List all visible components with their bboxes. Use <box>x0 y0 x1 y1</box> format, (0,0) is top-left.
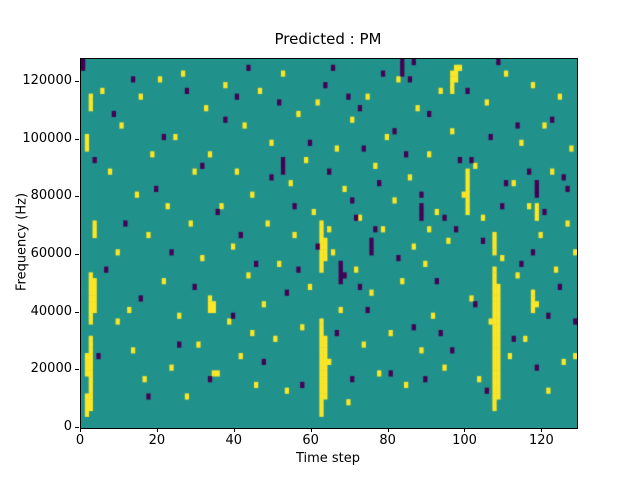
x-tick-mark <box>233 428 235 432</box>
x-tick-mark <box>464 428 466 432</box>
x-axis-label: Time step <box>295 451 361 466</box>
y-tick-label: 100000 <box>22 130 72 146</box>
y-tick-mark <box>75 369 79 371</box>
y-tick-label: 20000 <box>30 361 72 377</box>
x-tick-label: 120 <box>528 433 554 448</box>
x-tick-mark <box>310 428 312 432</box>
heatmap-canvas <box>81 59 577 428</box>
x-tick-mark <box>156 428 158 432</box>
y-tick-mark <box>75 81 79 83</box>
x-tick-mark <box>387 428 389 432</box>
x-tick-label: 60 <box>302 433 319 448</box>
x-tick-label: 80 <box>379 433 396 448</box>
plot-area <box>80 58 578 429</box>
y-tick-mark <box>75 427 79 428</box>
y-tick-label: 60000 <box>30 246 72 262</box>
y-tick-mark <box>75 138 79 140</box>
x-tick-mark <box>541 428 543 432</box>
y-tick-label: 80000 <box>30 188 72 204</box>
y-tick-label: 0 <box>63 419 72 434</box>
y-axis-label-text: Frequency (Hz) <box>14 192 30 292</box>
x-tick-label: 100 <box>452 433 477 448</box>
y-tick-label: 120000 <box>22 73 72 89</box>
x-tick-label: 0 <box>75 433 85 448</box>
y-tick-mark <box>75 196 79 198</box>
chart-title: Predicted : PM <box>274 30 382 48</box>
x-tick-label: 20 <box>148 433 166 448</box>
y-tick-mark <box>75 311 79 313</box>
y-tick-label: 40000 <box>30 303 72 319</box>
y-tick-mark <box>75 254 79 256</box>
x-tick-label: 40 <box>225 433 243 448</box>
x-tick-mark <box>80 428 81 432</box>
